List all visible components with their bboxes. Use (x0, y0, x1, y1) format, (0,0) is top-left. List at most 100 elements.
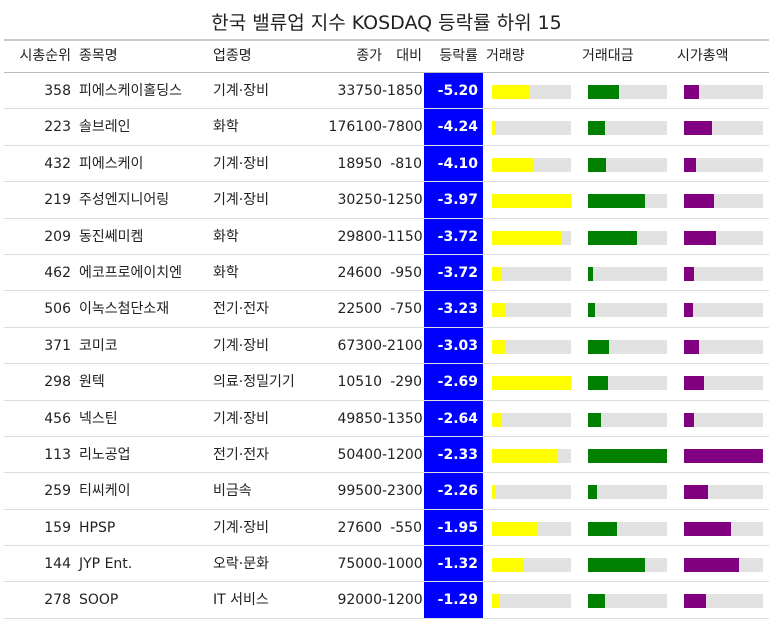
volume-bar-track (492, 558, 571, 573)
market-cap-bar-track (684, 594, 763, 609)
rank-cell: 298 (44, 374, 71, 391)
stock-name-cell: 주성엔지니어링 (79, 192, 170, 209)
rank-cell: 462 (44, 264, 71, 281)
industry-cell: 비금속 (213, 483, 252, 500)
volume-bar (492, 594, 500, 609)
stock-name-cell: JYP Ent. (79, 556, 133, 573)
diff-cell: -7800 (382, 119, 423, 136)
diff-cell: -1200 (382, 592, 423, 609)
stock-name-cell: 티씨케이 (79, 483, 131, 500)
change-rate-cell: -3.72 (424, 254, 483, 291)
volume-bar-track (492, 448, 571, 463)
diff-cell: -290 (390, 374, 422, 391)
market-cap-bar (684, 230, 717, 245)
table-row: 223 솔브레인 화학 176100 -7800 -4.24 (4, 109, 769, 146)
volume-bar-track (492, 85, 571, 99)
market-cap-bar-track (684, 376, 763, 391)
volume-bar (492, 121, 496, 136)
volume-bar (492, 303, 505, 318)
industry-cell: 오락·문화 (213, 556, 269, 573)
market-cap-bar (684, 266, 695, 281)
rank-cell: 209 (44, 228, 71, 245)
change-rate-cell: -2.33 (424, 436, 483, 473)
volume-bar (492, 194, 571, 209)
volume-bar (492, 485, 496, 500)
stock-name-cell: 솔브레인 (79, 119, 131, 136)
change-rate-cell: -3.72 (424, 218, 483, 254)
close-price-cell: 10510 (337, 374, 382, 391)
amount-bar-track (588, 85, 667, 99)
close-price-cell: 49850 (337, 410, 382, 427)
market-cap-bar-track (684, 521, 763, 536)
volume-bar (492, 230, 561, 245)
change-rate-cell: -4.10 (424, 145, 483, 182)
change-rate-cell: -1.32 (424, 546, 483, 582)
industry-cell: 기계·장비 (213, 155, 269, 172)
volume-bar (492, 521, 538, 536)
market-cap-bar (684, 121, 713, 136)
diff-cell: -2300 (382, 483, 423, 500)
industry-cell: 화학 (213, 228, 239, 245)
amount-bar (588, 266, 593, 281)
volume-bar-track (492, 194, 571, 209)
volume-bar-track (492, 303, 571, 318)
table-row: 278 SOOP IT 서비스 92000 -1200 -1.29 (4, 582, 769, 619)
table-row: 159 HPSP 기계·장비 27600 -550 -1.95 (4, 509, 769, 547)
market-cap-bar (684, 594, 707, 609)
stock-name-cell: SOOP (79, 592, 119, 609)
volume-bar (492, 448, 559, 463)
change-rate-cell: -2.26 (424, 473, 483, 509)
industry-cell: 기계·장비 (213, 410, 269, 427)
change-rate-cell: -3.03 (424, 327, 483, 364)
amount-bar-track (588, 303, 667, 318)
volume-bar-track (492, 121, 571, 136)
table-row: 219 주성엔지니어링 기계·장비 30250 -1250 -3.97 (4, 182, 769, 219)
rank-cell: 432 (44, 155, 71, 172)
diff-cell: -1000 (382, 556, 423, 573)
industry-cell: 기계·장비 (213, 83, 269, 99)
amount-bar (588, 594, 606, 609)
amount-bar (588, 303, 596, 318)
diff-cell: -1200 (382, 446, 423, 463)
volume-bar-track (492, 521, 571, 536)
stock-name-cell: 피에스케이 (79, 155, 144, 172)
market-cap-bar (684, 448, 763, 463)
amount-bar (588, 412, 601, 427)
header-volume: 거래량 (486, 48, 525, 64)
amount-bar (588, 448, 667, 463)
stock-name-cell: 원텍 (79, 374, 105, 391)
close-price-cell: 29800 (337, 228, 382, 245)
market-cap-bar (684, 485, 709, 500)
amount-bar-track (588, 121, 667, 136)
amount-bar (588, 485, 598, 500)
volume-bar-track (492, 594, 571, 609)
change-rate-cell: -1.29 (424, 582, 483, 618)
close-price-cell: 92000 (337, 592, 382, 609)
close-price-cell: 99500 (337, 483, 382, 500)
close-price-cell: 75000 (337, 556, 382, 573)
change-rate-cell: -5.20 (424, 73, 483, 109)
table-row: 113 리노공업 전기·전자 50400 -1200 -2.33 (4, 436, 769, 474)
rank-cell: 371 (44, 337, 71, 354)
chart-title: 한국 밸류업 지수 KOSDAQ 등락률 하위 15 (211, 12, 562, 34)
market-cap-bar (684, 339, 699, 354)
table-body: 358 피에스케이홀딩스 기계·장비 33750 -1850 -5.20 223 솔브레인 화학… (4, 73, 769, 619)
volume-bar-track (492, 412, 571, 427)
amount-bar-track (588, 339, 667, 354)
volume-bar-track (492, 485, 571, 500)
volume-bar (492, 85, 530, 99)
table-row: 209 동진쎄미켐 화학 29800 -1150 -3.72 (4, 218, 769, 255)
rank-cell: 223 (44, 119, 71, 136)
amount-bar-track (588, 448, 667, 463)
volume-bar-track (492, 230, 571, 245)
close-price-cell: 18950 (337, 155, 382, 172)
change-rate-cell: -2.64 (424, 400, 483, 436)
diff-cell: -1850 (382, 83, 423, 99)
amount-bar-track (588, 558, 667, 573)
amount-bar (588, 558, 645, 573)
table-row: 371 코미코 기계·장비 67300 -2100 -3.03 (4, 327, 769, 365)
industry-cell: 기계·장비 (213, 337, 269, 354)
market-cap-bar-track (684, 266, 763, 281)
industry-cell: IT 서비스 (213, 592, 269, 609)
header-change: 등락률 (439, 48, 478, 64)
